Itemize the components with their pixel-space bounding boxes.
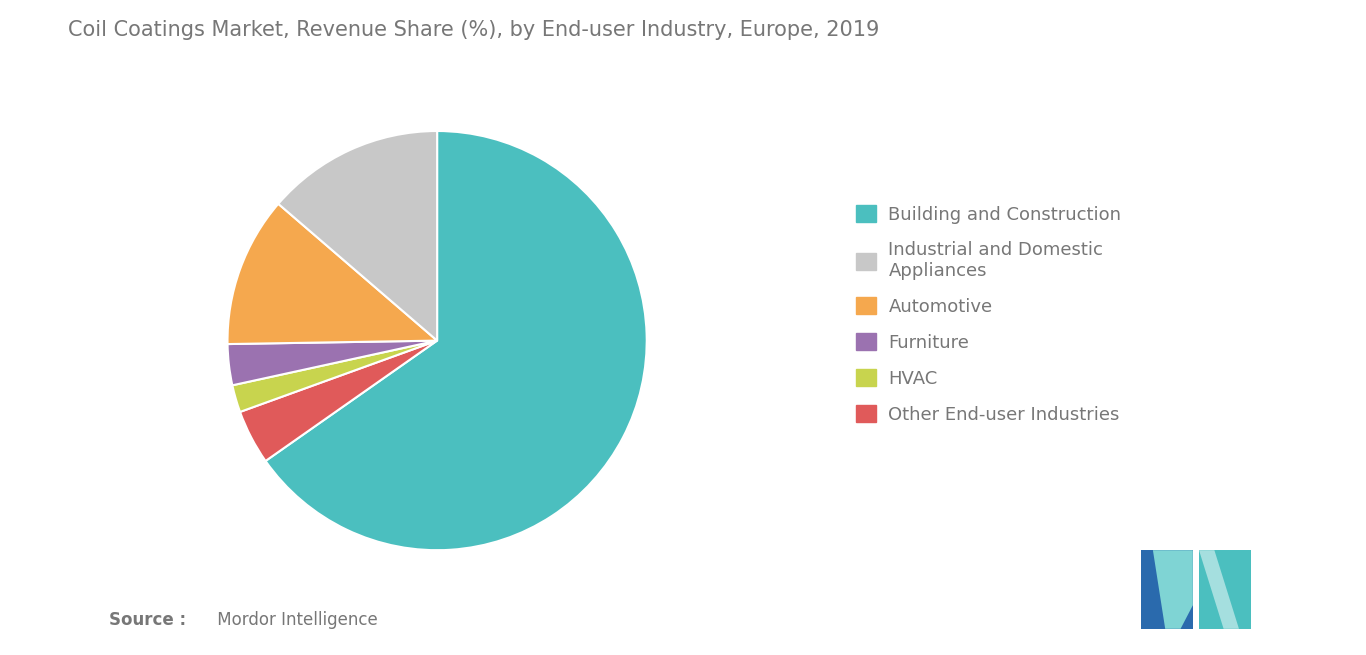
Wedge shape	[240, 341, 437, 461]
Polygon shape	[1153, 550, 1193, 629]
Wedge shape	[279, 131, 437, 341]
Polygon shape	[1199, 550, 1239, 629]
Text: Coil Coatings Market, Revenue Share (%), by End-user Industry, Europe, 2019: Coil Coatings Market, Revenue Share (%),…	[68, 20, 880, 40]
Wedge shape	[228, 204, 437, 344]
Polygon shape	[1199, 550, 1251, 629]
Polygon shape	[1141, 550, 1193, 629]
Legend: Building and Construction, Industrial and Domestic
Appliances, Automotive, Furni: Building and Construction, Industrial an…	[856, 205, 1121, 424]
Text: Source :: Source :	[109, 611, 186, 629]
Wedge shape	[232, 341, 437, 412]
Wedge shape	[228, 341, 437, 385]
Wedge shape	[265, 131, 646, 550]
Text: Mordor Intelligence: Mordor Intelligence	[212, 611, 377, 629]
